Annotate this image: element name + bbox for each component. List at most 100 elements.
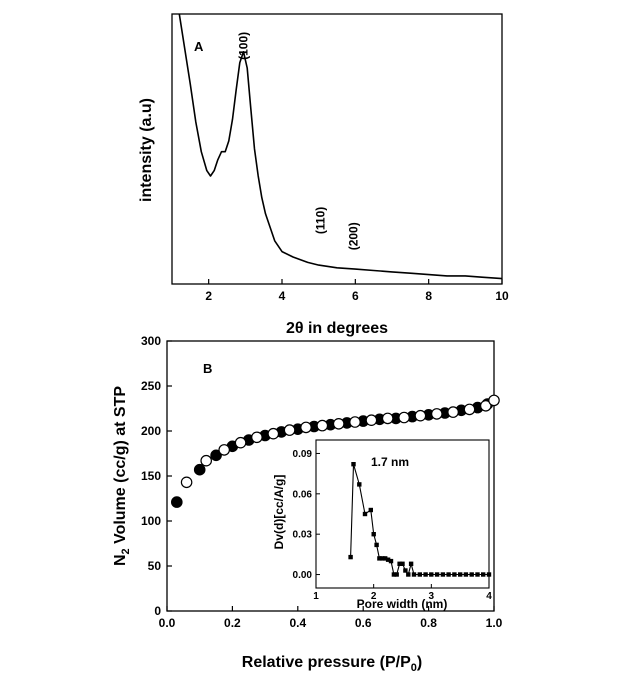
desorption-point bbox=[332, 417, 345, 430]
panel-b-x-tick-label: 0.8 bbox=[420, 616, 437, 630]
inset-data-point bbox=[463, 572, 469, 577]
panel-b-x-axis-label-end: ) bbox=[417, 654, 422, 671]
inset-x-tick-label: 3 bbox=[429, 591, 435, 602]
panel-b-y-tick-label: 100 bbox=[141, 514, 161, 528]
inset-data-point bbox=[434, 572, 440, 577]
inset-data-point bbox=[475, 572, 480, 577]
desorption-point bbox=[479, 399, 492, 412]
panel-b-label: B bbox=[203, 361, 212, 376]
panel-a-peak-label: (200) bbox=[347, 222, 361, 250]
adsorption-point bbox=[210, 449, 222, 462]
inset-peak-annotation: 1.7 nm bbox=[371, 455, 409, 469]
inset-data-point bbox=[440, 572, 446, 577]
panel-a-x-tick-label: 6 bbox=[352, 289, 359, 303]
inset-x-tick-label: 4 bbox=[486, 591, 492, 602]
desorption-point bbox=[398, 411, 410, 424]
panel-a-x-ticks: 2 4 6 8 10 bbox=[205, 279, 509, 303]
panel-a-plot-frame bbox=[171, 13, 503, 285]
panel-b-x-tick-label: 1.0 bbox=[486, 616, 503, 630]
panel-a-y-axis-label: intensity (a.u) bbox=[138, 98, 155, 202]
panel-a-x-tick-label: 8 bbox=[425, 289, 432, 303]
inset-data-point bbox=[394, 572, 399, 577]
inset-data-point bbox=[383, 556, 388, 561]
panel-b-isotherm-points bbox=[171, 394, 500, 508]
desorption-point bbox=[463, 403, 476, 416]
panel-b-x-axis-label: Relative pressure (P/P0) bbox=[242, 654, 422, 674]
panel-b-y-axis-label-sub: 2 bbox=[120, 548, 132, 554]
desorption-point bbox=[300, 421, 312, 434]
panel-a-diffraction-curve bbox=[178, 13, 503, 280]
desorption-point bbox=[267, 427, 280, 440]
inset-y-tick-label: 0.09 bbox=[293, 449, 313, 460]
panel-b-y-axis-label-post: Volume (cc/g) at STP bbox=[112, 386, 129, 549]
desorption-point bbox=[218, 444, 230, 456]
desorption-point bbox=[414, 409, 427, 422]
panel-a-x-tick-label: 10 bbox=[495, 289, 509, 303]
inset-y-tick-label: 0.03 bbox=[293, 530, 313, 541]
panel-a-peak-label: (100) bbox=[237, 32, 251, 60]
desorption-point bbox=[283, 424, 296, 436]
panel-a-label: A bbox=[194, 39, 204, 54]
inset-data-point bbox=[385, 557, 391, 562]
panel-b-x-tick-label: 0.6 bbox=[355, 616, 372, 630]
inset-data-point bbox=[380, 556, 385, 561]
adsorption-point bbox=[171, 496, 183, 508]
desorption-point bbox=[430, 408, 443, 420]
inset-data-point bbox=[371, 532, 376, 537]
panel-a-x-tick-label: 4 bbox=[279, 289, 286, 303]
panel-b-y-axis-label-pre: N bbox=[112, 554, 129, 566]
inset-data-point bbox=[377, 556, 382, 561]
inset-x-axis-label: Pore width (nm) bbox=[357, 597, 448, 611]
panel-a-annotations: (100) (110) (200) bbox=[237, 32, 361, 250]
panel-b-x-tick-label: 0.2 bbox=[224, 616, 241, 630]
panel-b-y-axis-label: N2 Volume (cc/g) at STP bbox=[112, 386, 132, 566]
inset-pore-distribution-curve bbox=[348, 462, 492, 577]
panel-a-peak-label: (110) bbox=[314, 207, 328, 234]
panel-a-x-tick-label: 2 bbox=[205, 289, 212, 303]
inset-data-point bbox=[357, 482, 362, 487]
inset-data-point bbox=[458, 572, 463, 577]
inset-x-tick-label: 1 bbox=[313, 591, 319, 602]
inset-x-ticks: 1 2 3 4 bbox=[313, 584, 492, 602]
panel-b-x-axis-label-main: Relative pressure (P/P bbox=[242, 654, 411, 671]
inset-data-point bbox=[429, 572, 434, 577]
inset-data-point bbox=[481, 572, 486, 577]
inset-data-point bbox=[362, 511, 368, 517]
inset-data-point bbox=[423, 572, 428, 577]
inset-data-point bbox=[374, 542, 379, 548]
desorption-point bbox=[381, 412, 394, 425]
inset-data-point bbox=[406, 572, 411, 577]
inset-data-point bbox=[469, 572, 474, 577]
panel-b-y-tick-label: 300 bbox=[141, 334, 161, 348]
inset-data-point bbox=[391, 572, 397, 577]
panel-b-x-axis-label-sub: 0 bbox=[411, 662, 417, 674]
inset-y-tick-label: 0.00 bbox=[293, 570, 313, 581]
desorption-point bbox=[200, 454, 212, 467]
inset-y-tick-label: 0.06 bbox=[293, 489, 313, 500]
desorption-point bbox=[180, 476, 193, 489]
panel-b-y-tick-label: 50 bbox=[148, 559, 162, 573]
panel-a-chart: 2 4 6 8 10 (100) (110) (200) A 2θ in degrees i… bbox=[138, 13, 509, 337]
inset-data-point bbox=[452, 572, 457, 577]
inset-data-point bbox=[400, 561, 405, 566]
panel-b-y-tick-label: 200 bbox=[141, 424, 161, 438]
inset-y-axis-label: Dv(d)[cc/A/g] bbox=[272, 475, 286, 550]
inset-data-point bbox=[397, 561, 402, 566]
inset-data-point bbox=[446, 572, 451, 577]
panel-b-x-tick-label: 0.4 bbox=[289, 616, 306, 630]
panel-a-series-line bbox=[178, 13, 503, 280]
desorption-point bbox=[316, 419, 329, 432]
inset-data-point bbox=[388, 558, 394, 564]
inset-data-point bbox=[368, 507, 373, 513]
inset-data-point bbox=[348, 554, 353, 560]
panel-b-y-tick-label: 250 bbox=[141, 379, 161, 393]
inset-x-tick-label: 2 bbox=[371, 591, 377, 602]
desorption-point bbox=[365, 414, 378, 426]
inset-data-point bbox=[351, 462, 356, 467]
panel-b-x-tick-label: 0.0 bbox=[159, 616, 176, 630]
inset-data-point bbox=[408, 561, 414, 566]
inset-data-point bbox=[417, 572, 422, 577]
inset-data-point bbox=[403, 568, 408, 573]
inset-data-point bbox=[486, 572, 492, 577]
